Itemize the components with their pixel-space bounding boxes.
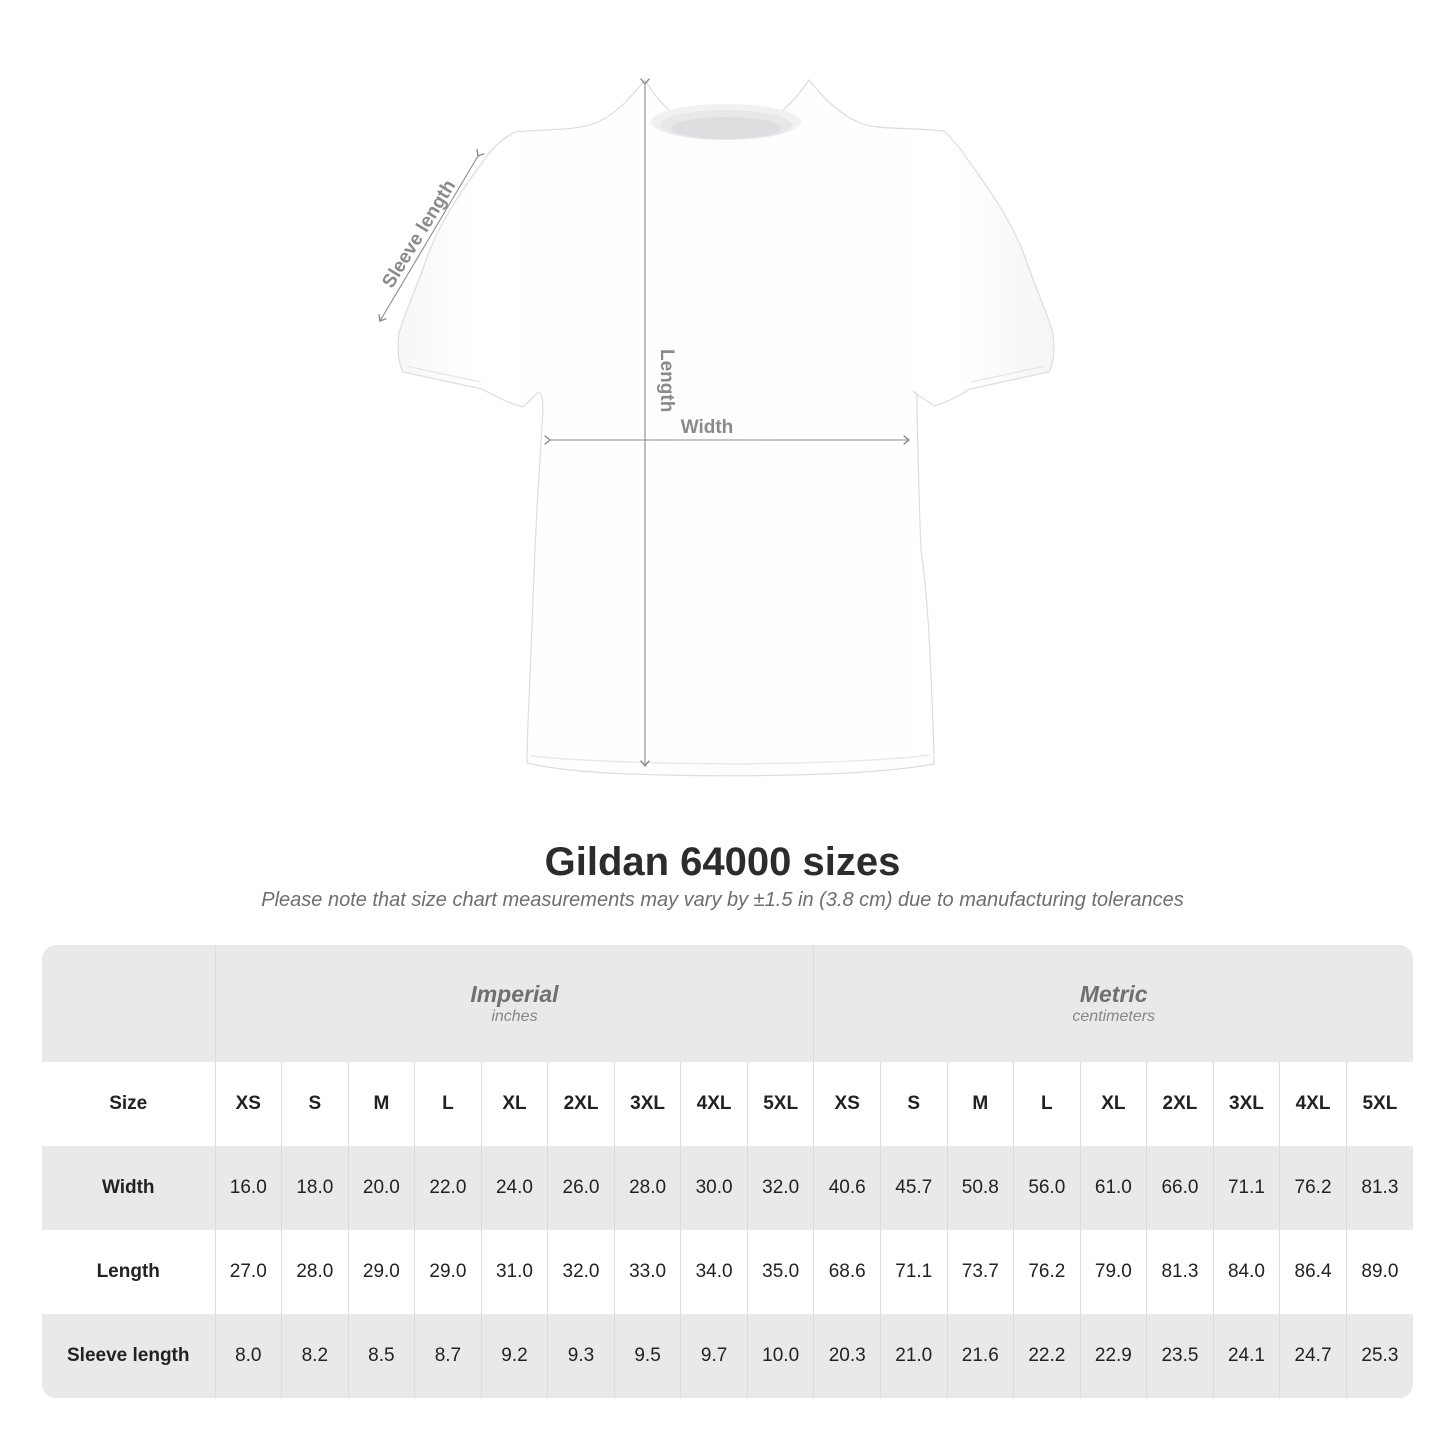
svg-text:Length: Length — [656, 349, 677, 412]
svg-text:Width: Width — [681, 417, 734, 438]
svg-text:Sleeve length: Sleeve length — [378, 176, 460, 291]
